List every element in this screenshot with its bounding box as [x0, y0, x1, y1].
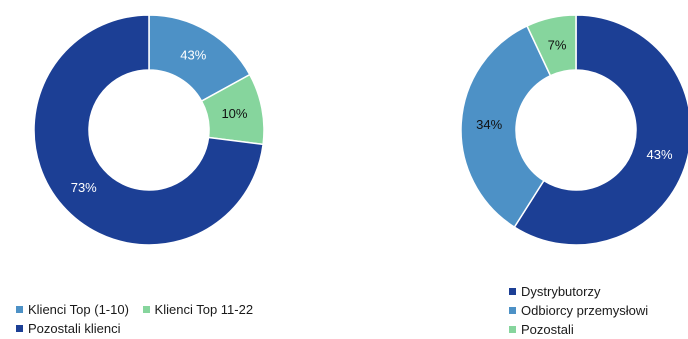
legend-clients: Klienci Top (1-10) Klienci Top 11-22 Poz… — [16, 300, 346, 338]
legend-swatch — [16, 325, 23, 332]
legend-swatch — [142, 306, 150, 313]
legend-swatch — [509, 288, 516, 295]
legend-swatch — [509, 326, 516, 333]
slice-pozostali — [526, 14, 577, 77]
slice-pozostali-klienci — [33, 14, 264, 246]
legend-label: Klienci Top (1-10) — [28, 302, 129, 317]
donut-chart-recipients: 43% 34% 7% — [460, 14, 688, 246]
legend-item-klienci-top-1-10: Klienci Top (1-10) — [16, 300, 129, 319]
legend-swatch — [16, 306, 23, 313]
legend-item-klienci-top-11-22: Klienci Top 11-22 — [142, 300, 254, 319]
legend-label: Klienci Top 11-22 — [154, 302, 254, 317]
legend-item-odbiorcy-przemyslowi: Odbiorcy przemysłowi — [509, 301, 684, 320]
legend-label: Pozostali klienci — [28, 321, 121, 336]
slice-dystrybutorzy — [513, 14, 688, 246]
legend-label: Pozostali — [521, 322, 574, 337]
slice-label-klienci-top-11-22: 10% — [221, 106, 247, 121]
legend-label: Odbiorcy przemysłowi — [521, 303, 649, 318]
legend-recipients: Dystrybutorzy Odbiorcy przemysłowi Pozos… — [509, 282, 684, 339]
legend-item-pozostali-klienci: Pozostali klienci — [16, 319, 121, 338]
slice-label-dystrybutorzy: 43% — [647, 147, 673, 162]
slice-odbiorcy-przemyslowi — [460, 24, 552, 229]
slice-label-pozostali-klienci: 73% — [71, 180, 97, 195]
legend-item-dystrybutorzy: Dystrybutorzy — [509, 282, 684, 301]
legend-item-pozostali: Pozostali — [509, 320, 684, 339]
legend-swatch — [509, 307, 516, 314]
legend-label: Dystrybutorzy — [521, 284, 601, 299]
slice-label-klienci-top-1-10: 43% — [180, 48, 206, 63]
donut-chart-clients: 43% 10% 73% — [33, 14, 265, 246]
slice-label-pozostali: 7% — [548, 38, 567, 53]
slice-label-odbiorcy-przemyslowi: 34% — [476, 117, 502, 132]
